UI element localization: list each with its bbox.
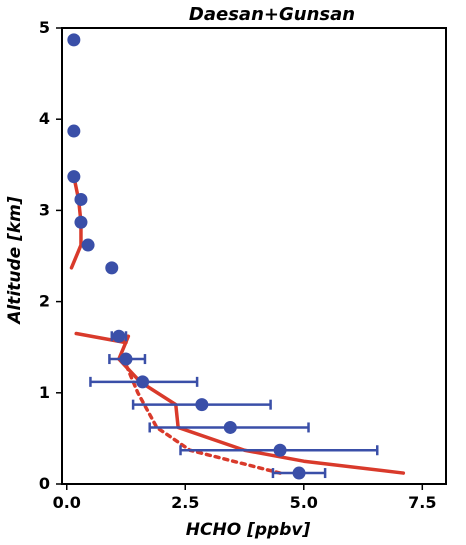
data-point: [119, 352, 133, 366]
y-tick-label: 5: [39, 18, 50, 37]
data-point: [273, 443, 287, 457]
data-point: [74, 215, 88, 229]
x-tick-label: 7.5: [408, 493, 436, 512]
x-axis-label: HCHO [ppbv]: [186, 520, 311, 540]
plot-frame: [61, 27, 447, 485]
y-tick-label: 0: [39, 474, 50, 493]
y-tick-label: 3: [39, 200, 50, 219]
y-tick-label: 2: [39, 292, 50, 311]
data-point: [105, 261, 119, 275]
series-layer: [67, 33, 406, 480]
data-point: [67, 33, 81, 47]
y-axis-label: Altitude [km]: [5, 196, 25, 326]
x-tick-label: 2.5: [171, 493, 199, 512]
chart-title: Daesan+Gunsan: [189, 4, 355, 25]
data-point: [112, 329, 126, 343]
data-point: [223, 420, 237, 434]
data-point: [292, 466, 306, 480]
model-line-dotted: [121, 357, 282, 475]
x-tick-label: 0.0: [53, 493, 81, 512]
x-tick-label: 5.0: [290, 493, 318, 512]
plot-area: 0 1 2 3 4 5 0.0 2.5 5.0 7.5: [39, 18, 447, 512]
data-point: [81, 238, 95, 252]
x-axis-ticks: 0.0 2.5 5.0 7.5: [53, 484, 436, 512]
data-point: [74, 192, 88, 206]
data-point: [195, 398, 209, 412]
y-axis-ticks: 0 1 2 3 4 5: [39, 18, 62, 493]
data-point: [67, 124, 81, 138]
data-point: [67, 170, 81, 184]
data-point: [136, 375, 150, 389]
y-tick-label: 4: [39, 109, 50, 128]
y-tick-label: 1: [39, 383, 50, 402]
